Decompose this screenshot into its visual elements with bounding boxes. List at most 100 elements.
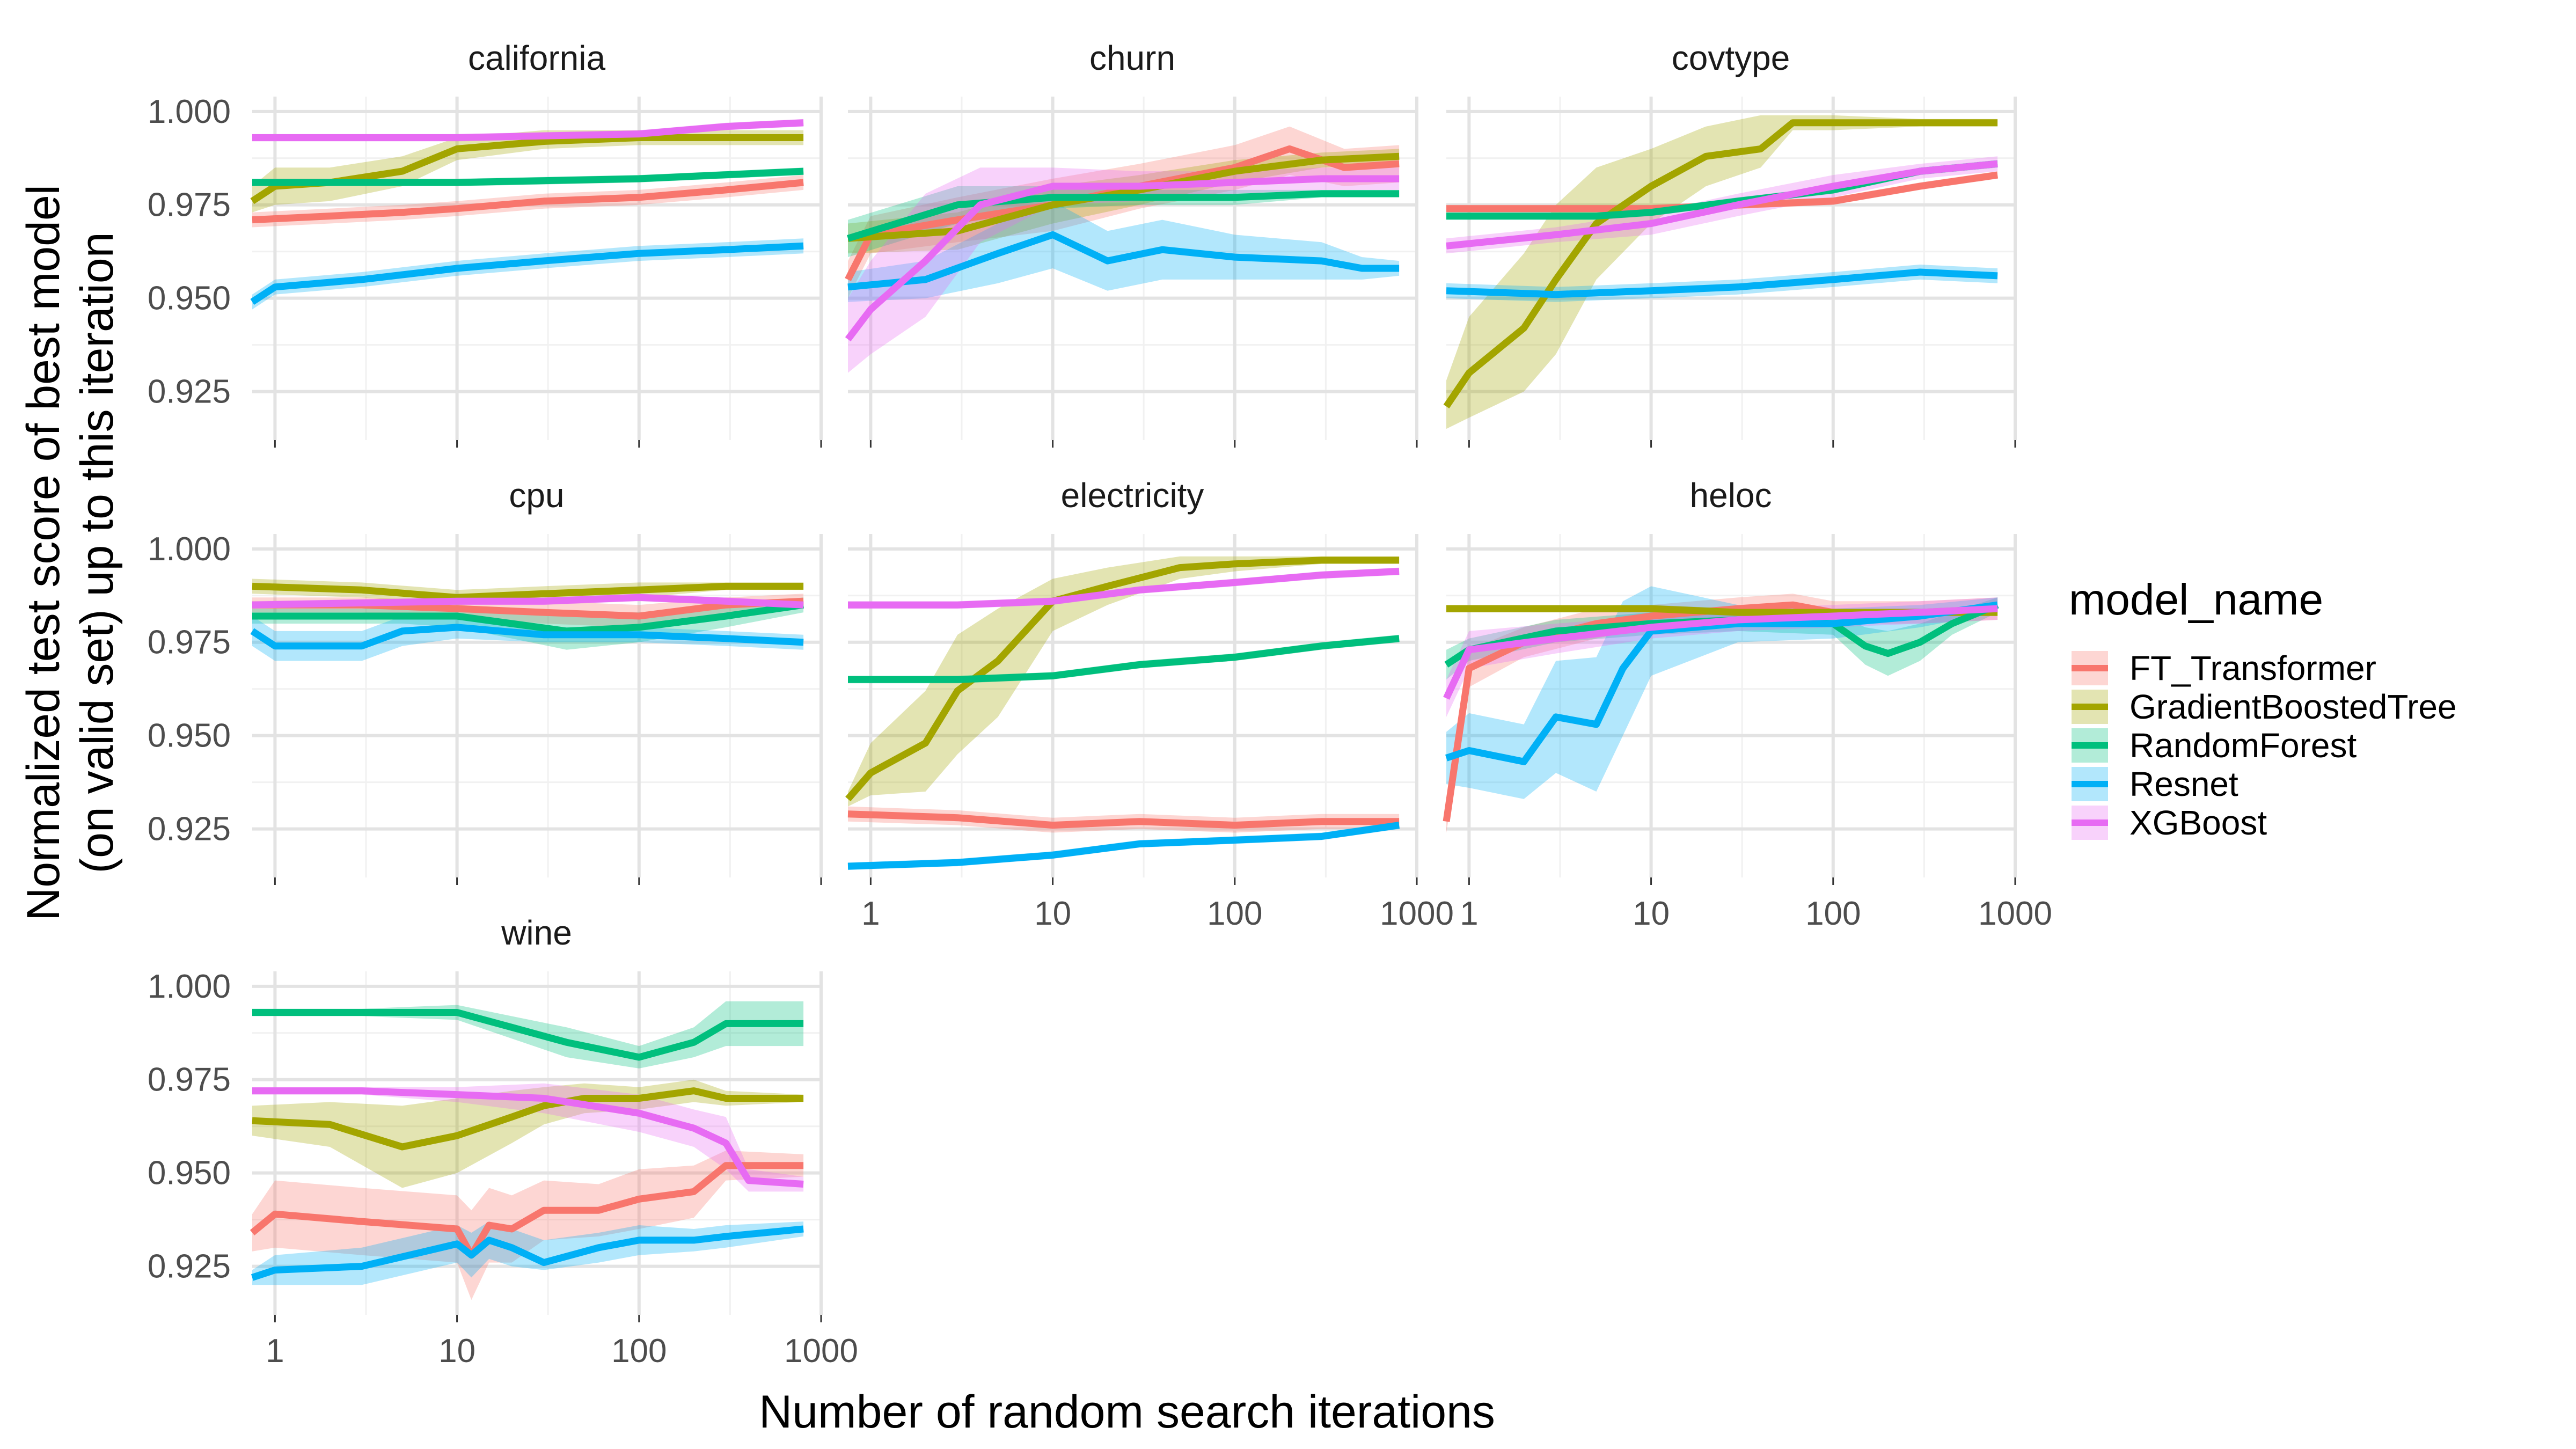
- panel-california: california 0.925 0.950 0.975 1.000: [148, 39, 823, 448]
- panel-title: covtype: [1672, 39, 1790, 77]
- y-tick-label: 1.000: [148, 531, 231, 568]
- line-xgboost: [252, 1087, 804, 1188]
- x-tick-label: 100: [611, 1333, 667, 1370]
- panel-electricity: electricity: [845, 476, 1418, 885]
- series-lines: [845, 557, 1400, 870]
- panel-title: churn: [1089, 39, 1175, 77]
- y-tick-label: 0.950: [148, 280, 231, 317]
- panel-title: california: [468, 39, 606, 77]
- series-lines: [1443, 119, 1999, 409]
- y-tick-label: 0.950: [148, 1155, 231, 1192]
- legend-label: Resnet: [2129, 765, 2238, 803]
- band-xgboost: [252, 1083, 804, 1192]
- y-tick-label: 0.950: [148, 718, 231, 755]
- y-tick-label: 0.925: [148, 1248, 231, 1285]
- line-resnet: [847, 231, 1400, 291]
- x-tick-label: 10: [438, 1333, 475, 1370]
- x-tick-label: 1: [266, 1333, 284, 1370]
- line-xgboost: [252, 594, 804, 609]
- legend-item-ft-transformer: FT_Transformer: [2072, 649, 2376, 687]
- panel-title: heloc: [1690, 476, 1772, 515]
- line-randomforest: [252, 167, 804, 186]
- y-tick-label: 1.000: [148, 93, 231, 130]
- x-tick-label: 1000: [784, 1333, 858, 1370]
- line-randomforest: [848, 635, 1400, 683]
- y-tick-label: 1.000: [148, 968, 231, 1005]
- panel-title: wine: [501, 913, 572, 952]
- band-resnet: [252, 616, 804, 661]
- series-lines: [250, 582, 804, 650]
- line-randomforest: [252, 1009, 804, 1061]
- band-resnet: [848, 201, 1400, 302]
- line-randomforest: [847, 190, 1400, 242]
- band-resnet: [1446, 586, 1998, 799]
- panel-wine: wine 0.925 0.950 0.975 1.000: [148, 913, 823, 1322]
- legend-item-xgboost: XGBoost: [2072, 803, 2267, 842]
- legend-label: XGBoost: [2129, 803, 2267, 842]
- panel-heloc: heloc: [1443, 476, 2017, 885]
- line-xgboost: [848, 568, 1400, 609]
- legend-item-gradientboostedtree: GradientBoostedTree: [2072, 687, 2457, 726]
- line-xgboost: [1443, 605, 1998, 700]
- band-resnet: [252, 238, 804, 310]
- band-gradientboostedtree: [252, 1079, 804, 1188]
- line-ft-transformer: [1446, 171, 1999, 213]
- panel-covtype: covtype: [1443, 39, 2017, 448]
- line-resnet: [847, 822, 1400, 870]
- line-resnet: [251, 1225, 804, 1281]
- line-ft-transformer: [847, 810, 1400, 829]
- legend-label: FT_Transformer: [2129, 649, 2376, 687]
- x-tick-label: 1000: [1978, 895, 2052, 932]
- x-tick-label: 1000: [1380, 895, 1454, 932]
- x-axis-title: Number of random search iterations: [759, 1386, 1495, 1438]
- y-tick-label: 0.925: [148, 811, 231, 848]
- y-axis-title-line-2: (on valid set) up to this iteration: [71, 232, 123, 873]
- y-tick-label: 0.925: [148, 374, 231, 411]
- series-lines: [845, 145, 1400, 342]
- line-gradientboostedtree: [252, 582, 804, 601]
- band-ft-transformer: [1446, 594, 1998, 833]
- legend-label: RandomForest: [2129, 726, 2357, 765]
- panel-churn: churn: [845, 39, 1418, 448]
- line-resnet: [250, 242, 804, 305]
- band-gradientboostedtree: [848, 556, 1400, 807]
- x-tick-label: 1: [861, 895, 880, 932]
- panel-title: cpu: [509, 476, 564, 515]
- y-tick-label: 0.975: [148, 187, 231, 224]
- gridlines: [1446, 534, 2017, 877]
- y-tick-label: 0.975: [148, 624, 231, 661]
- band-ft-transformer: [252, 1150, 804, 1300]
- line-xgboost: [845, 175, 1400, 342]
- line-randomforest: [252, 601, 804, 635]
- line-xgboost: [1446, 160, 1998, 250]
- band-gradientboostedtree: [848, 149, 1400, 254]
- y-tick-label: 0.975: [148, 1062, 231, 1099]
- x-tick-label: 10: [1633, 895, 1670, 932]
- line-resnet: [1445, 601, 1999, 765]
- panels: california 0.925 0.950 0.975 1.000 churn covty…: [148, 39, 2017, 1322]
- line-gradientboostedtree: [252, 1087, 804, 1151]
- x-tick-label: 10: [1034, 895, 1071, 932]
- line-ft-transformer: [250, 1162, 804, 1259]
- line-ft-transformer: [252, 179, 804, 224]
- line-xgboost: [252, 119, 804, 141]
- legend-title: model_name: [2069, 575, 2323, 624]
- band-gradientboostedtree: [1446, 115, 1998, 429]
- x-tick-label: 100: [1207, 895, 1262, 932]
- x-tick-label: 100: [1805, 895, 1861, 932]
- panel-title: electricity: [1061, 476, 1204, 515]
- legend-item-randomforest: RandomForest: [2072, 726, 2357, 765]
- legend: model_name FT_TransformerGradientBoosted…: [2069, 575, 2457, 842]
- series-lines: [1443, 601, 1999, 822]
- line-gradientboostedtree: [1443, 119, 1998, 409]
- axis-titles: Number of random search iterations Norma…: [18, 185, 1495, 1438]
- legend-label: GradientBoostedTree: [2129, 687, 2457, 726]
- legend-item-resnet: Resnet: [2072, 765, 2238, 803]
- line-resnet: [1446, 268, 1998, 298]
- series-lines: [250, 1009, 804, 1281]
- series-lines: [250, 119, 804, 305]
- panel-cpu: cpu 0.925 0.950 0.975 1.000: [148, 476, 823, 885]
- band-randomforest: [1446, 597, 1998, 680]
